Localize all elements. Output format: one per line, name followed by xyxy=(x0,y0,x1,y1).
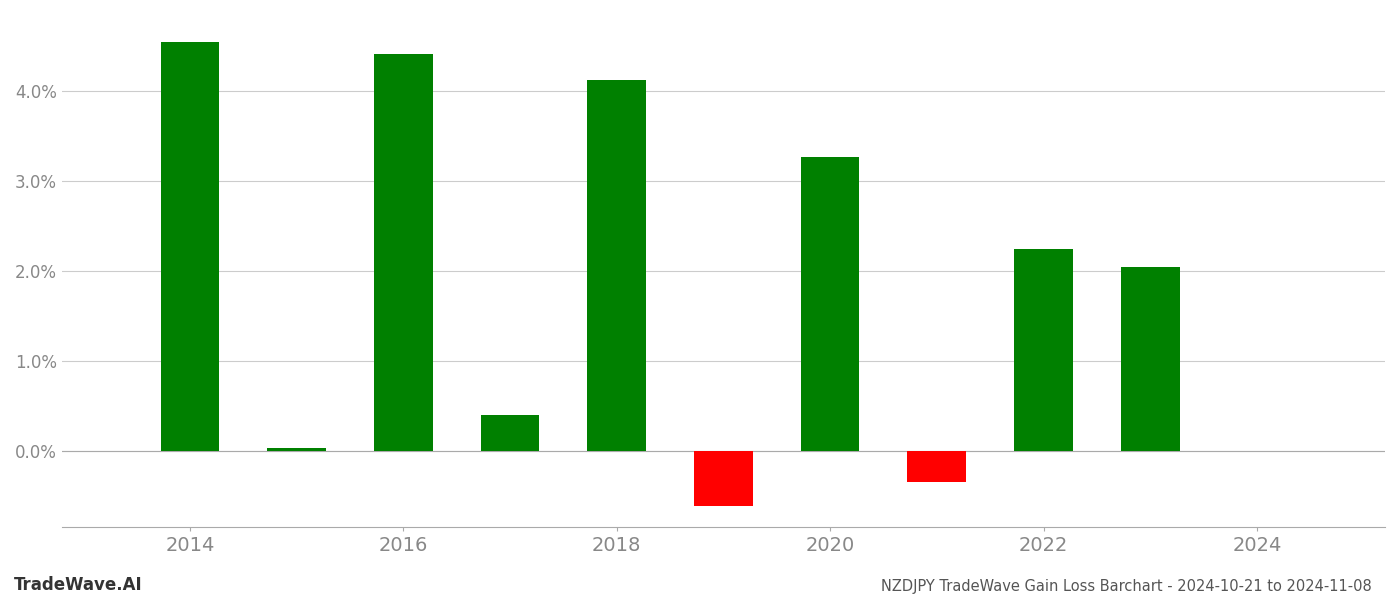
Text: NZDJPY TradeWave Gain Loss Barchart - 2024-10-21 to 2024-11-08: NZDJPY TradeWave Gain Loss Barchart - 20… xyxy=(881,579,1372,594)
Bar xyxy=(1014,250,1072,451)
Bar xyxy=(694,451,753,506)
Bar xyxy=(588,80,645,451)
Text: TradeWave.AI: TradeWave.AI xyxy=(14,576,143,594)
Bar xyxy=(801,157,860,451)
Bar xyxy=(907,451,966,482)
Bar xyxy=(480,415,539,451)
Bar xyxy=(161,42,220,451)
Bar xyxy=(1121,268,1180,451)
Bar xyxy=(374,53,433,451)
Bar xyxy=(267,448,326,451)
